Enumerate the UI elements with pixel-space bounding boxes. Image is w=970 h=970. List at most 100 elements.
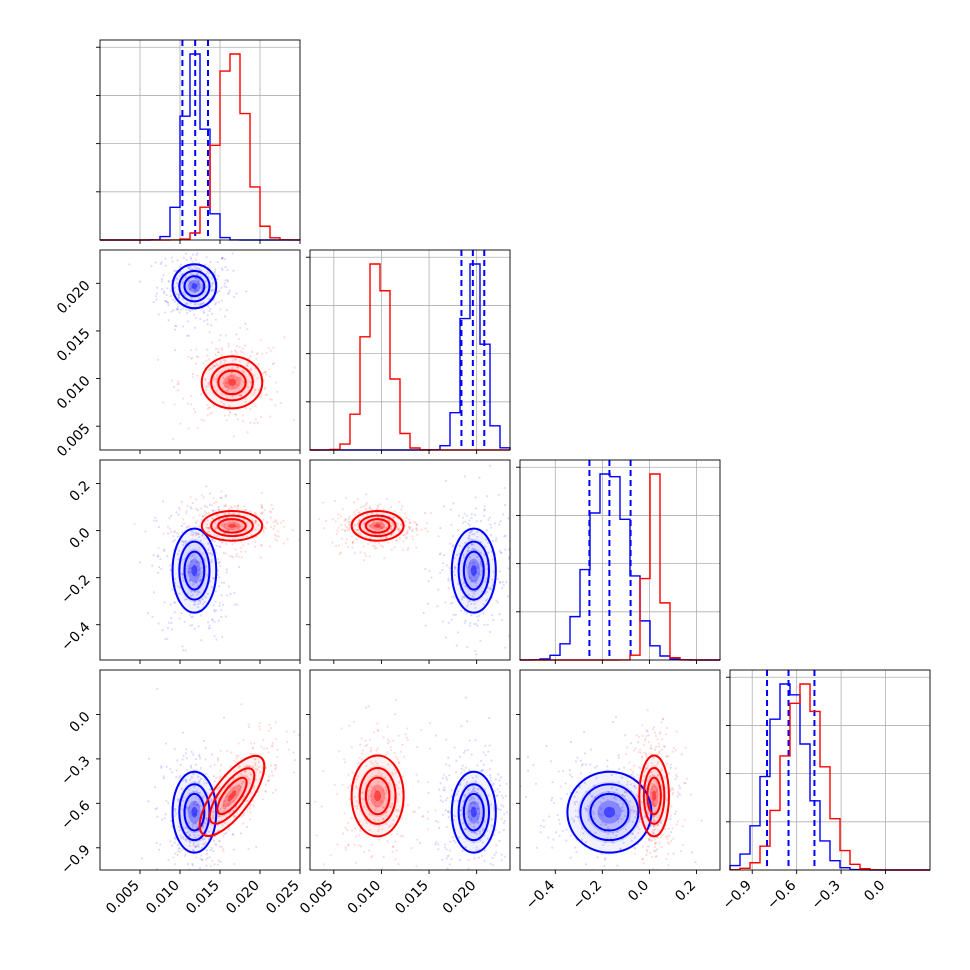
scatter-point [473, 513, 477, 517]
scatter-point [217, 507, 220, 510]
scatter-point [254, 418, 257, 421]
scatter-point [647, 837, 650, 840]
scatter-point [633, 784, 636, 788]
scatter-point [340, 523, 343, 527]
scatter-point [197, 775, 200, 778]
scatter-point [667, 772, 671, 775]
scatter-point [460, 598, 464, 601]
scatter-point [397, 862, 400, 866]
scatter-point [191, 260, 194, 263]
scatter-point [263, 526, 266, 529]
scatter-point [176, 380, 180, 383]
scatter-point [198, 753, 201, 756]
scatter-point [476, 566, 480, 570]
scatter-point [181, 281, 184, 285]
y-tick-label: −0.6 [58, 798, 93, 833]
scatter-point [318, 518, 321, 521]
scatter-point [465, 566, 469, 569]
scatter-point [234, 379, 238, 382]
scatter-point [482, 751, 485, 754]
scatter-point [548, 815, 551, 818]
scatter-point [683, 781, 686, 785]
scatter-point [236, 352, 239, 355]
scatter-point [227, 512, 231, 515]
scatter-point [214, 527, 217, 530]
density-level [177, 781, 212, 844]
scatter-point [657, 745, 661, 748]
scatter-point [372, 795, 375, 798]
scatter-point [347, 545, 350, 549]
scatter-point [454, 613, 457, 617]
scatter-point [190, 533, 193, 536]
scatter-point [585, 808, 588, 811]
scatter-point [440, 858, 444, 862]
scatter-point [408, 521, 411, 524]
scatter-point [190, 814, 193, 817]
scatter-point [477, 802, 480, 805]
scatter-point [199, 578, 203, 582]
scatter-point [231, 833, 234, 836]
scatter-point [208, 856, 211, 859]
scatter-point [217, 839, 220, 842]
scatter-point [216, 759, 220, 762]
scatter-point [172, 535, 175, 538]
scatter-point [207, 551, 210, 554]
scatter-point [617, 756, 621, 759]
scatter-point [474, 570, 478, 573]
scatter-point [399, 835, 402, 838]
scatter-point [667, 754, 670, 757]
scatter-point [375, 749, 378, 752]
scatter-point [459, 782, 462, 785]
scatter-point [670, 831, 673, 834]
scatter-point [348, 515, 351, 518]
scatter-point [447, 621, 450, 624]
scatter-point [266, 747, 269, 750]
contour-panel [566, 754, 670, 854]
scatter-point [453, 596, 456, 599]
scatter-point [395, 849, 398, 852]
scatter-point [667, 863, 670, 867]
scatter-point [358, 820, 361, 823]
scatter-point [168, 517, 171, 520]
scatter-point [194, 845, 198, 849]
scatter-point [168, 527, 172, 531]
scatter-point [206, 385, 209, 388]
scatter-point [371, 798, 375, 801]
scatter-point [199, 757, 202, 760]
scatter-point [348, 724, 351, 727]
scatter-point [227, 292, 230, 296]
scatter-point [254, 519, 257, 522]
scatter-point [160, 567, 163, 571]
scatter-point [180, 612, 183, 615]
scatter-point [215, 514, 218, 517]
scatter-point [616, 864, 619, 867]
scatter-point [186, 807, 189, 811]
scatter-point [247, 765, 250, 768]
scatter-point [264, 370, 267, 374]
density-level [357, 514, 398, 538]
scatter-point [486, 837, 489, 840]
scatter-point [236, 507, 239, 510]
scatter-point [199, 857, 202, 860]
scatter-point [146, 612, 150, 615]
scatter-point [170, 616, 173, 620]
scatter-point [242, 380, 245, 384]
scatter-point [178, 508, 181, 512]
scatter-point [633, 852, 636, 856]
scatter-point [398, 537, 402, 540]
scatter-point [193, 265, 196, 268]
scatter-point [486, 623, 489, 626]
scatter-point [256, 377, 259, 380]
scatter-point [338, 750, 341, 753]
scatter-point [451, 601, 454, 604]
scatter-point [207, 368, 211, 372]
scatter-point [196, 272, 199, 275]
scatter-point [614, 716, 618, 719]
scatter-point [189, 496, 192, 499]
scatter-point [188, 834, 191, 837]
y-tick-label: −0.9 [58, 842, 93, 877]
scatter-point [189, 571, 192, 574]
scatter-point [464, 827, 468, 831]
scatter-point [447, 810, 450, 813]
scatter-point [224, 503, 227, 506]
